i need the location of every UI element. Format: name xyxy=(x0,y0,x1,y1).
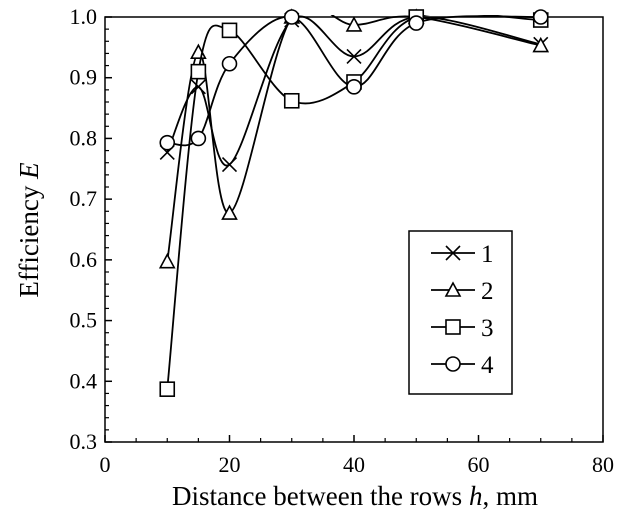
legend-label: 4 xyxy=(481,352,494,379)
x-tick-label: 0 xyxy=(100,452,111,477)
x-axis-label-variable: h xyxy=(469,481,483,511)
x-axis-label-text: Distance between the rows xyxy=(172,481,469,511)
y-tick-label: 0.8 xyxy=(70,125,98,150)
data-point xyxy=(532,36,550,53)
legend-item: 1 xyxy=(431,241,494,268)
data-point xyxy=(283,92,300,109)
x-tick-label: 20 xyxy=(219,452,241,477)
x-axis-label-unit: , mm xyxy=(482,481,538,511)
x-tick-label: 40 xyxy=(343,452,365,477)
data-point xyxy=(221,22,238,39)
data-point xyxy=(408,15,425,31)
x-tick-label: 80 xyxy=(592,452,614,477)
data-point xyxy=(159,134,176,151)
legend-item: 4 xyxy=(431,352,494,379)
data-point xyxy=(190,130,207,147)
y-tick-label: 0.7 xyxy=(70,186,98,211)
legend-marker xyxy=(444,281,462,297)
y-tick-label: 1.0 xyxy=(70,4,98,29)
legend-label: 2 xyxy=(481,278,494,305)
y-tick-label: 0.4 xyxy=(70,368,98,393)
data-point xyxy=(532,9,549,25)
data-point xyxy=(221,204,238,220)
plot-area: 0.3 0.4 0.5 0.6 0.7 0.8 0.9 1.0 0 20 40 60 80 xyxy=(70,4,615,477)
legend-label: 3 xyxy=(481,315,494,342)
y-tick-label: 0.6 xyxy=(70,247,98,272)
series-line xyxy=(166,15,541,262)
series-4 xyxy=(159,9,549,151)
y-axis-label-variable: E xyxy=(14,162,44,180)
y-tick-label: 0.9 xyxy=(70,65,98,90)
x-marker-stroke xyxy=(445,245,461,261)
legend-box xyxy=(408,230,513,395)
legend-marker xyxy=(445,245,461,261)
y-tick-label: 0.5 xyxy=(70,308,98,333)
data-point xyxy=(283,9,300,25)
data-point xyxy=(190,79,206,95)
data-point xyxy=(190,63,207,80)
x-axis-label: Distance between the rows h, mm xyxy=(172,481,538,511)
data-point xyxy=(158,252,176,269)
data-point xyxy=(345,16,363,32)
y-axis-label: Efficiency E xyxy=(14,162,44,298)
legend-item: 3 xyxy=(431,315,494,342)
data-point xyxy=(346,48,362,65)
x-marker-stroke xyxy=(221,156,238,173)
x-tick-label: 60 xyxy=(468,452,490,477)
svg-text:Efficiency E: Efficiency E xyxy=(14,162,44,298)
x-marker-stroke xyxy=(346,48,362,65)
legend-marker xyxy=(445,319,461,335)
y-tick-label: 0.3 xyxy=(70,429,98,454)
data-point xyxy=(221,156,238,173)
legend: 1 2 3 4 xyxy=(408,230,513,395)
data-point xyxy=(346,79,362,95)
y-axis-label-text: Efficiency xyxy=(14,179,44,298)
legend-item: 2 xyxy=(431,278,494,305)
data-point xyxy=(221,55,238,72)
data-point xyxy=(159,381,176,397)
legend-label: 1 xyxy=(481,241,494,268)
series-2 xyxy=(158,8,550,269)
x-marker-stroke xyxy=(190,79,206,95)
legend-marker xyxy=(445,356,461,372)
